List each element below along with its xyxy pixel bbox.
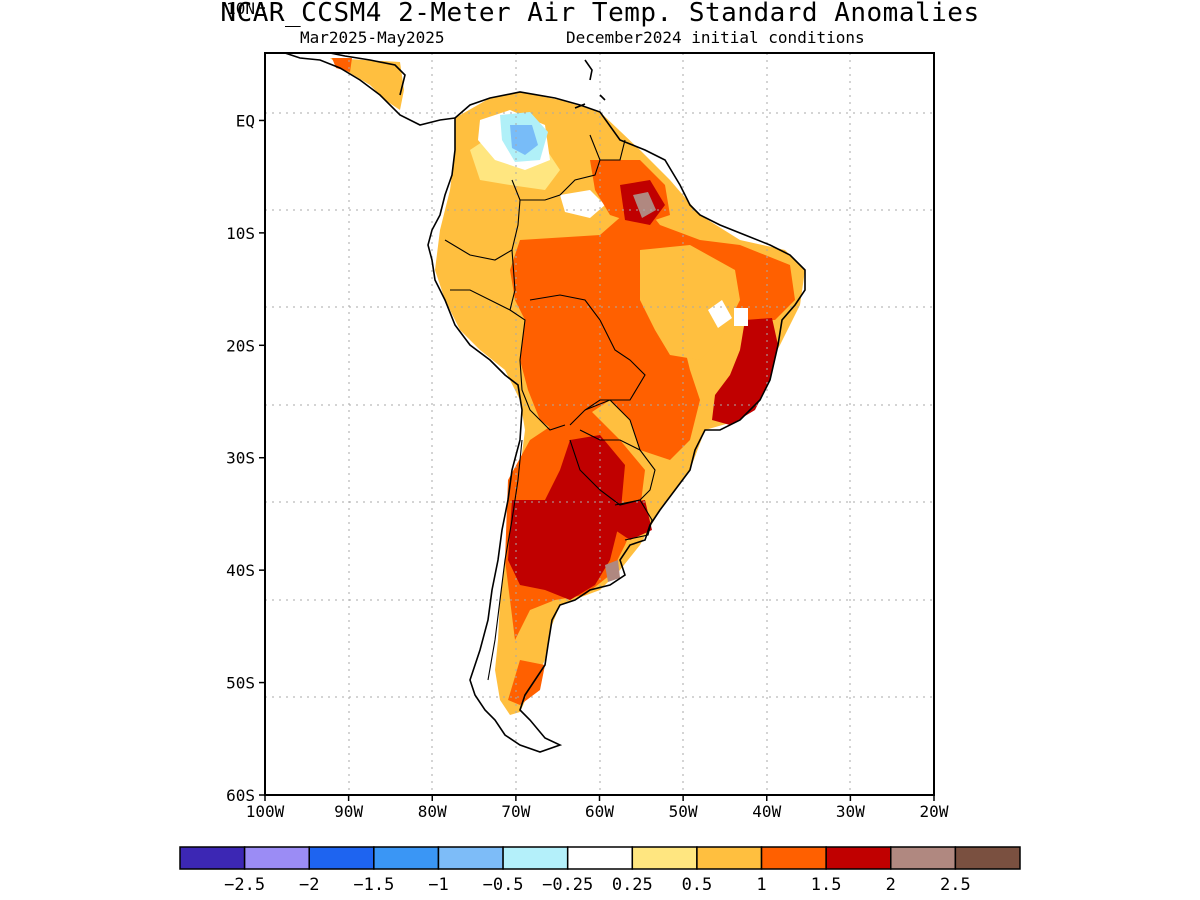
colorbar-swatch bbox=[502, 846, 569, 870]
colorbar-label: 0.5 bbox=[682, 875, 713, 895]
colorbar-swatch bbox=[696, 846, 763, 870]
colorbar-swatch bbox=[760, 846, 827, 870]
gridlines bbox=[265, 53, 934, 795]
colorbar-swatch bbox=[890, 846, 957, 870]
x-tick-label: 20W bbox=[920, 802, 949, 821]
colorbar-label: 0.25 bbox=[612, 875, 653, 895]
y-tick-label: 10S bbox=[226, 224, 255, 243]
y-tick-label: 10N bbox=[226, 0, 255, 18]
colorbar-label: 1.5 bbox=[811, 875, 842, 895]
x-tick-label: 90W bbox=[334, 802, 363, 821]
colorbar-swatch bbox=[308, 846, 375, 870]
colorbar-label: −0.25 bbox=[542, 875, 593, 895]
country-borders bbox=[444, 134, 656, 681]
x-tick-label: 80W bbox=[418, 802, 447, 821]
colorbar-swatch bbox=[243, 846, 310, 870]
caribbean-islands bbox=[574, 59, 606, 109]
anomaly-field bbox=[330, 58, 805, 715]
colorbar-label: 1 bbox=[756, 875, 766, 895]
brazil-central-weak bbox=[640, 245, 740, 360]
x-tick-label: 40W bbox=[752, 802, 781, 821]
east-brazil-missing bbox=[734, 308, 748, 326]
argentina-extreme-core bbox=[605, 560, 620, 582]
patagonia-strong bbox=[508, 660, 545, 705]
colorbar-label: 2 bbox=[886, 875, 896, 895]
colorbar-swatch bbox=[179, 846, 246, 870]
colorbar-label: −1.5 bbox=[353, 875, 394, 895]
forecast-period: Mar2025-May2025 bbox=[300, 28, 445, 47]
south-america-coast bbox=[427, 91, 806, 753]
east-brazil-extreme bbox=[712, 318, 778, 425]
colorbar-label: −2.5 bbox=[224, 875, 265, 895]
y-tick-label: 50S bbox=[226, 674, 255, 693]
colorbar: −2.5 −2 −1.5 −1 −0.5 −0.25 0.25 0.5 1 1.5 2 2.5 bbox=[179, 846, 1021, 895]
central-america-coast bbox=[284, 53, 456, 126]
colorbar-swatch bbox=[566, 846, 634, 870]
x-tick-label: 60W bbox=[585, 802, 614, 821]
uruguay-extreme bbox=[615, 500, 652, 540]
y-tick-label: 30S bbox=[226, 449, 255, 468]
central-america-hotspot bbox=[332, 58, 352, 72]
y-tick-label: EQ bbox=[236, 111, 255, 130]
colorbar-swatch bbox=[954, 846, 1021, 870]
amapa-extreme-core bbox=[633, 192, 656, 218]
colorbar-label: −1 bbox=[428, 875, 448, 895]
map-title: NCAR_CCSM4 2-Meter Air Temp. Standard An… bbox=[220, 0, 980, 28]
x-tick-label: 30W bbox=[836, 802, 865, 821]
colorbar-label: −0.5 bbox=[483, 875, 524, 895]
colorbar-swatch bbox=[437, 846, 504, 870]
colorbar-swatch bbox=[631, 846, 698, 870]
colorbar-swatch bbox=[373, 846, 440, 870]
colorbar-label: −2 bbox=[299, 875, 319, 895]
colorbar-label: 2.5 bbox=[940, 875, 971, 895]
x-axis: 100W 90W 80W 70W 60W 50W 40W 30W 20W bbox=[246, 795, 949, 821]
x-tick-label: 100W bbox=[246, 802, 285, 821]
coastlines bbox=[284, 53, 806, 753]
y-tick-label: 20S bbox=[226, 336, 255, 355]
argentina-extreme bbox=[508, 435, 625, 600]
guiana-white bbox=[560, 190, 605, 218]
x-tick-label: 70W bbox=[501, 802, 530, 821]
y-tick-label: 60S bbox=[226, 786, 255, 805]
colorbar-swatch bbox=[825, 846, 892, 870]
venezuela-negative-inner bbox=[510, 125, 538, 155]
x-tick-label: 50W bbox=[669, 802, 698, 821]
y-axis: 10N EQ 10S 20S 30S 40S 50S 60S bbox=[226, 0, 265, 805]
initial-conditions: December2024 initial conditions bbox=[566, 28, 865, 47]
y-tick-label: 40S bbox=[226, 561, 255, 580]
